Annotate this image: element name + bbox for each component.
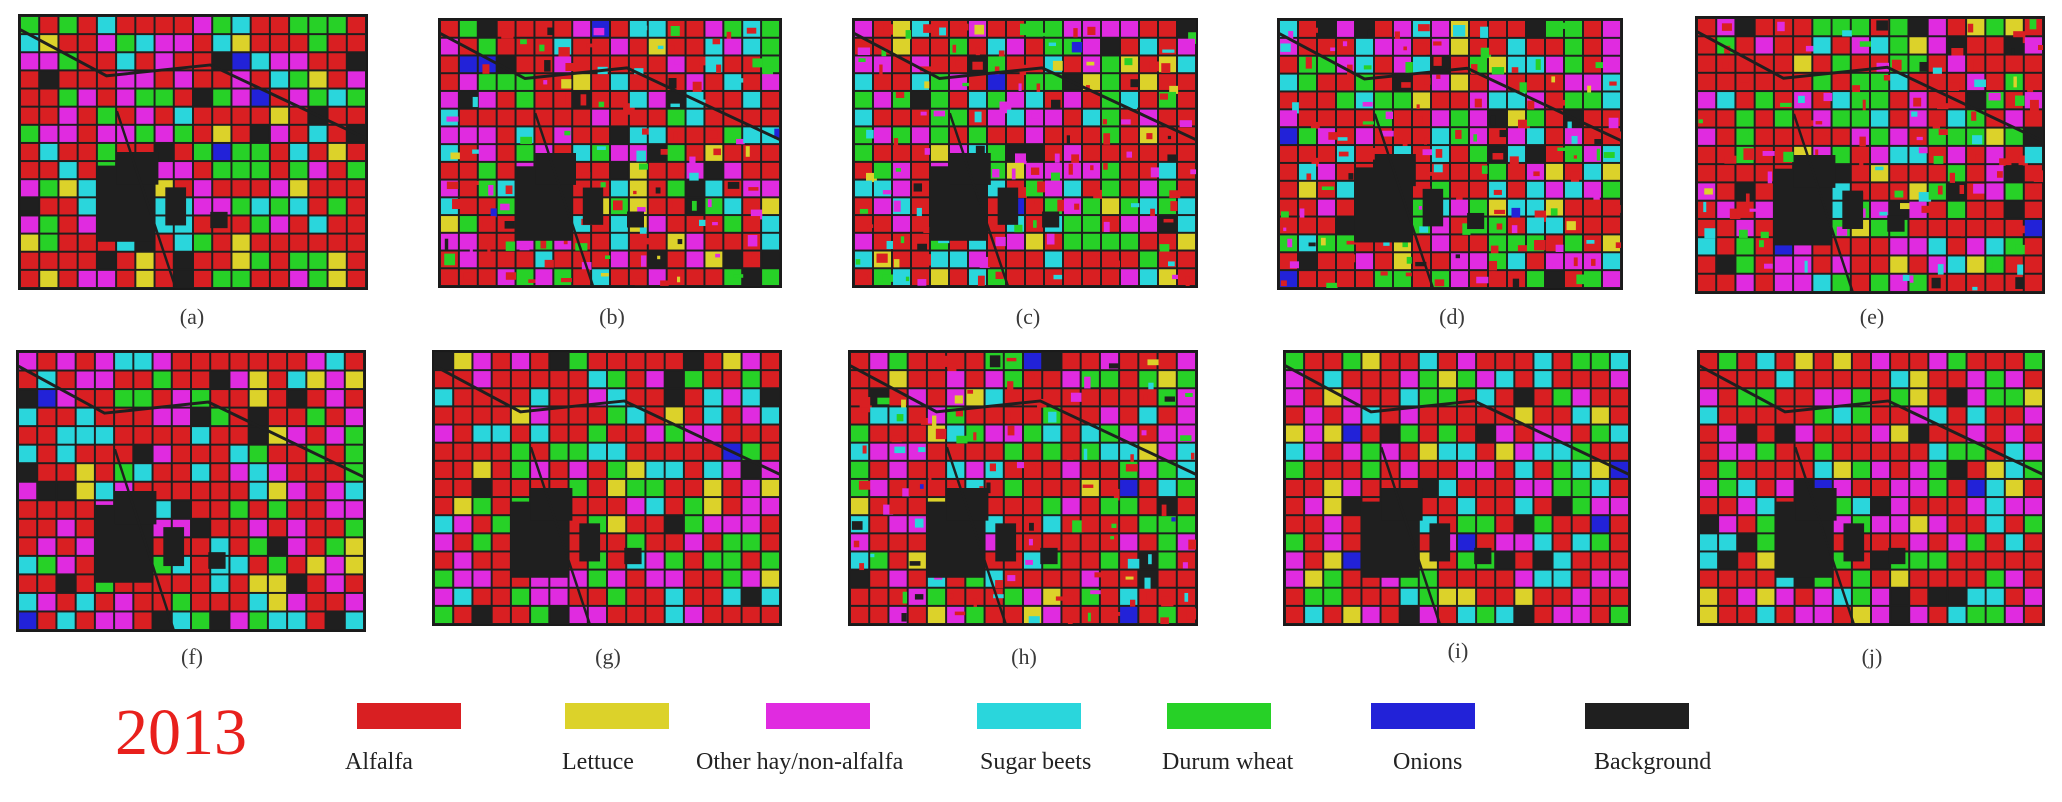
panel-caption-a: (a): [179, 304, 205, 329]
classification-map-h: [848, 350, 1198, 626]
legend-swatch-onions: [1371, 703, 1475, 729]
legend-swatch-lettuce: [565, 703, 669, 729]
legend-label-background: Background: [1594, 749, 1712, 775]
classification-map-b: [438, 18, 782, 288]
classification-map-e: [1695, 16, 2045, 294]
legend-swatch-background: [1585, 703, 1689, 729]
panel-caption-b: (b): [599, 304, 625, 329]
legend-label-lettuce: Lettuce: [562, 749, 634, 775]
classification-map-d: [1277, 18, 1623, 290]
legend-swatch-other-hay: [766, 703, 870, 729]
legend-label-onions: Onions: [1393, 749, 1463, 775]
legend-swatch-alfalfa: [357, 703, 461, 729]
classification-map-j: [1697, 350, 2045, 626]
legend-label-other-hay: Other hay/non-alfalfa: [696, 749, 904, 775]
classification-map-g: [432, 350, 782, 626]
legend-swatch-durum-wheat: [1167, 703, 1271, 729]
classification-map-c: [852, 18, 1198, 288]
panel-caption-f: (f): [181, 644, 203, 669]
classification-map-f: [16, 350, 366, 632]
panel-caption-e: (e): [1859, 304, 1885, 329]
panel-caption-i: (i): [1447, 638, 1469, 663]
panel-caption-j: (j): [1861, 644, 1883, 669]
legend-label-durum-wheat: Durum wheat: [1162, 749, 1294, 775]
classification-map-i: [1283, 350, 1631, 626]
panel-caption-g: (g): [595, 644, 621, 669]
panel-caption-h: (h): [1011, 644, 1037, 669]
panel-caption-c: (c): [1015, 304, 1041, 329]
panel-caption-d: (d): [1439, 304, 1465, 329]
year-label: 2013: [115, 696, 247, 769]
legend-label-alfalfa: Alfalfa: [345, 749, 413, 775]
legend-label-sugar-beets: Sugar beets: [980, 749, 1092, 775]
classification-map-a: [18, 14, 368, 290]
legend-swatch-sugar-beets: [977, 703, 1081, 729]
